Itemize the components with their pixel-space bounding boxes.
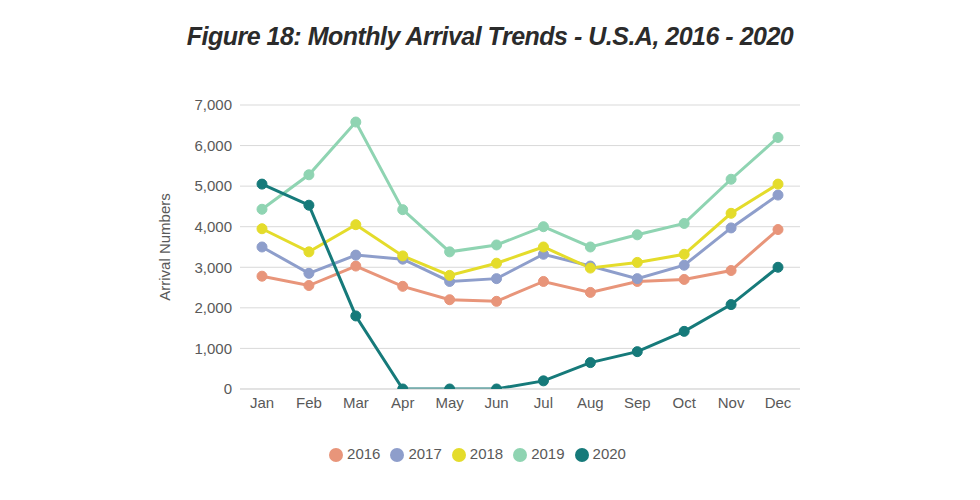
svg-text:4,000: 4,000 [194, 218, 232, 235]
html-text:2019: 2019 [531, 445, 565, 462]
svg-text:Jul: Jul [534, 394, 553, 411]
svg-text:Nov: Nov [718, 394, 745, 411]
svg-text:6,000: 6,000 [194, 137, 232, 154]
svg-text:7,000: 7,000 [194, 96, 232, 113]
svg-text:Oct: Oct [673, 394, 697, 411]
svg-text:1,000: 1,000 [194, 340, 232, 357]
svg-text:5,000: 5,000 [194, 177, 232, 194]
svg-text:0: 0 [224, 380, 232, 397]
html-text:2018: 2018 [469, 445, 504, 462]
svg-text:May: May [435, 394, 464, 411]
html-text:2017: 2017 [408, 445, 442, 462]
svg-text:Arrival Numbers: Arrival Numbers [156, 193, 173, 301]
svg-text:Aug: Aug [577, 394, 604, 411]
svg-text:Feb: Feb [296, 394, 322, 411]
svg-text:3,000: 3,000 [194, 259, 232, 276]
svg-text:Jan: Jan [250, 394, 274, 411]
svg-text:Mar: Mar [343, 394, 369, 411]
svg-text:Sep: Sep [624, 394, 651, 411]
html-text:Figure 18: Monthly Arrival Tre: Figure 18: Monthly Arrival Trends - U.S.… [186, 22, 794, 50]
svg-text:Dec: Dec [765, 394, 792, 411]
svg-text:Apr: Apr [391, 394, 414, 411]
html-text:2016: 2016 [347, 445, 381, 462]
html-text:2020: 2020 [592, 445, 626, 462]
svg-text:2,000: 2,000 [194, 299, 232, 316]
svg-text:Jun: Jun [484, 394, 508, 411]
